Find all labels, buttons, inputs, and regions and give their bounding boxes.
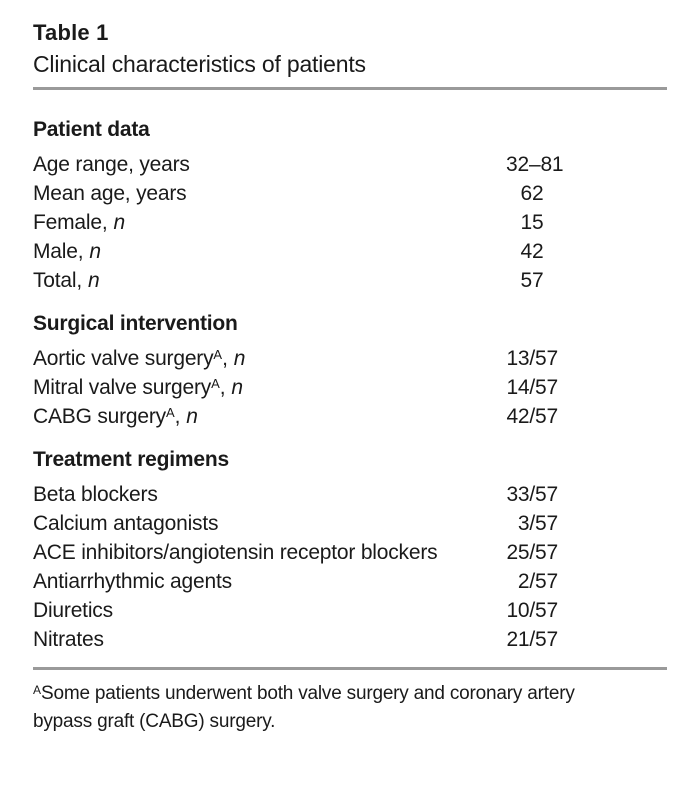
footnote-superscript-marker: A	[33, 683, 42, 697]
italic-n-variable: n	[89, 240, 101, 263]
row-label-text: Age range, years	[33, 153, 190, 176]
row-value: 2/57	[517, 570, 558, 593]
row-label: CABG surgeryA, n	[33, 402, 506, 431]
table-row: Female, n 15	[33, 208, 667, 237]
table-label: Table 1	[33, 20, 109, 45]
table-row: Aortic valve surgeryA, n 13/57	[33, 344, 667, 373]
table-figure: Table 1 Clinical characteristics of pati…	[33, 20, 667, 736]
table-section: Patient data Age range, years 32–81 Mean ag…	[33, 115, 667, 295]
row-label: Female, n	[33, 208, 506, 237]
table-row: Diuretics 10/57	[33, 596, 667, 625]
section-heading: Patient data	[33, 118, 150, 141]
table-section: Treatment regimens Beta blockers 33/57 Calc…	[33, 445, 667, 654]
table-row: Calcium antagonists 3/57	[33, 509, 667, 538]
table-row: Antiarrhythmic agents 2/57	[33, 567, 667, 596]
table-row: Total, n 57	[33, 266, 667, 295]
row-value: 10/57	[506, 599, 558, 622]
table-body: Patient data Age range, years 32–81 Mean ag…	[33, 115, 667, 654]
table-row: Male, n 42	[33, 237, 667, 266]
table-row: Beta blockers 33/57	[33, 480, 667, 509]
row-label-text: Diuretics	[33, 599, 113, 622]
row-label-text: Mitral valve surgery	[33, 376, 212, 399]
italic-n-variable: n	[186, 405, 198, 428]
table-row: Mitral valve surgeryA, n 14/57	[33, 373, 667, 402]
section-heading: Treatment regimens	[33, 448, 229, 471]
row-value: 25/57	[506, 541, 558, 564]
table-section: Surgical intervention Aortic valve surger…	[33, 309, 667, 431]
superscript-marker: A	[211, 376, 220, 391]
table-title: Clinical characteristics of patients	[33, 51, 366, 77]
row-label-after: ,	[222, 347, 228, 370]
row-label: Nitrates	[33, 625, 506, 654]
row-label-after: ,	[219, 376, 226, 399]
table-row: ACE inhibitors/angiotensin receptor bloc…	[33, 538, 667, 567]
row-label-text: Female,	[33, 211, 108, 234]
row-label-text: CABG surgery	[33, 405, 166, 428]
row-label-text: Male,	[33, 240, 84, 263]
row-label: Beta blockers	[33, 480, 506, 509]
bottom-rule	[33, 667, 667, 670]
row-label: Antiarrhythmic agents	[33, 567, 506, 596]
row-label-after: ,	[174, 405, 181, 428]
section-heading: Surgical intervention	[33, 312, 238, 335]
row-label-text: Nitrates	[33, 628, 104, 651]
italic-n-variable: n	[113, 211, 125, 234]
row-value: 62	[520, 182, 544, 205]
italic-n-variable: n	[233, 347, 246, 370]
italic-n-variable: n	[231, 376, 243, 399]
row-label: Total, n	[33, 266, 506, 295]
superscript-marker: A	[165, 405, 175, 420]
italic-n-variable: n	[88, 269, 100, 292]
row-value: 14/57	[506, 376, 558, 399]
footnote-text: Some patients underwent both valve surge…	[33, 683, 575, 732]
row-label: ACE inhibitors/angiotensin receptor bloc…	[33, 538, 506, 567]
row-label: Male, n	[33, 237, 506, 266]
row-label-text: Total,	[33, 269, 82, 292]
row-label-text: Beta blockers	[33, 483, 158, 506]
table-row: Age range, years 32–81	[33, 150, 667, 179]
row-label: Mitral valve surgeryA, n	[33, 373, 506, 402]
row-value: 32–81	[506, 153, 564, 176]
row-label-text: Antiarrhythmic agents	[33, 570, 232, 593]
row-label: Mean age, years	[33, 179, 506, 208]
row-label: Diuretics	[33, 596, 506, 625]
table-footnote: ASome patients underwent both valve surg…	[33, 680, 623, 736]
superscript-marker: A	[213, 347, 223, 362]
row-value: 57	[520, 269, 544, 292]
row-label-text: Calcium antagonists	[33, 512, 219, 535]
row-value: 13/57	[506, 347, 558, 370]
row-label-text: Aortic valve surgery	[33, 347, 214, 370]
row-value: 15	[520, 211, 544, 234]
row-value: 42/57	[506, 405, 558, 428]
row-label-text: ACE inhibitors/angiotensin receptor bloc…	[33, 541, 438, 564]
table-row: CABG surgeryA, n 42/57	[33, 402, 667, 431]
row-label: Aortic valve surgeryA, n	[33, 344, 506, 373]
row-value: 21/57	[506, 628, 558, 651]
table-row: Nitrates 21/57	[33, 625, 667, 654]
row-label: Calcium antagonists	[33, 509, 506, 538]
row-value: 3/57	[517, 512, 558, 535]
top-rule	[33, 87, 667, 90]
row-value: 42	[520, 240, 544, 263]
row-label-text: Mean age, years	[33, 182, 187, 205]
table-row: Mean age, years 62	[33, 179, 667, 208]
row-value: 33/57	[506, 483, 558, 506]
row-label: Age range, years	[33, 150, 506, 179]
